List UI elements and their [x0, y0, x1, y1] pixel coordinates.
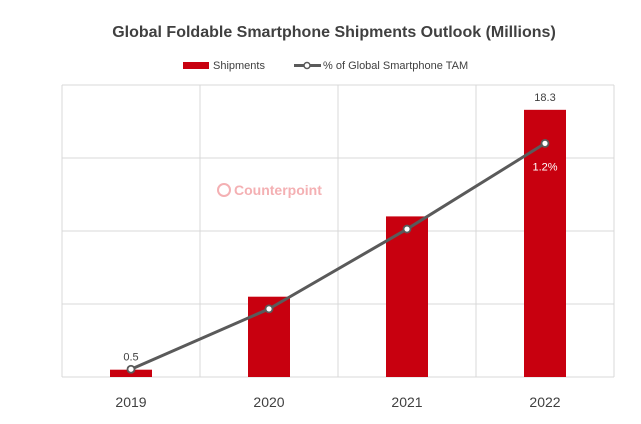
watermark: Counterpoint: [217, 182, 322, 198]
legend-label-tam: % of Global Smartphone TAM: [323, 60, 468, 72]
bar-2022: [524, 109, 566, 377]
watermark-text: Counterpoint: [234, 182, 322, 198]
bar-2021: [386, 216, 428, 377]
bar-label-2019: 0.5: [123, 352, 138, 364]
x-tick-2021: 2021: [391, 394, 422, 410]
tam-point-2020: [264, 304, 274, 314]
tam-label-2022: 1.2%: [532, 161, 557, 173]
tam-line: [130, 142, 546, 371]
chart-title: Global Foldable Smartphone Shipments Out…: [112, 24, 556, 41]
gridlines: [61, 84, 615, 378]
x-tick-2022: 2022: [529, 394, 560, 410]
data-labels: 0.5 18.3 1.2%: [123, 92, 557, 364]
line-markers: [126, 138, 550, 374]
x-axis-ticks: 2019 2020 2021 2022: [115, 394, 560, 410]
legend-swatch-shipments: [183, 62, 209, 69]
x-tick-2020: 2020: [253, 394, 284, 410]
legend-marker-tam: [303, 61, 311, 70]
tam-point-2022: [540, 138, 550, 148]
tam-point-2019: [126, 364, 136, 374]
bar-label-2022: 18.3: [534, 92, 555, 104]
counterpoint-logo-icon: [217, 183, 231, 197]
tam-point-2021: [402, 224, 412, 234]
legend-label-shipments: Shipments: [213, 60, 265, 72]
legend: Shipments % of Global Smartphone TAM: [183, 60, 468, 72]
x-tick-2019: 2019: [115, 394, 146, 410]
